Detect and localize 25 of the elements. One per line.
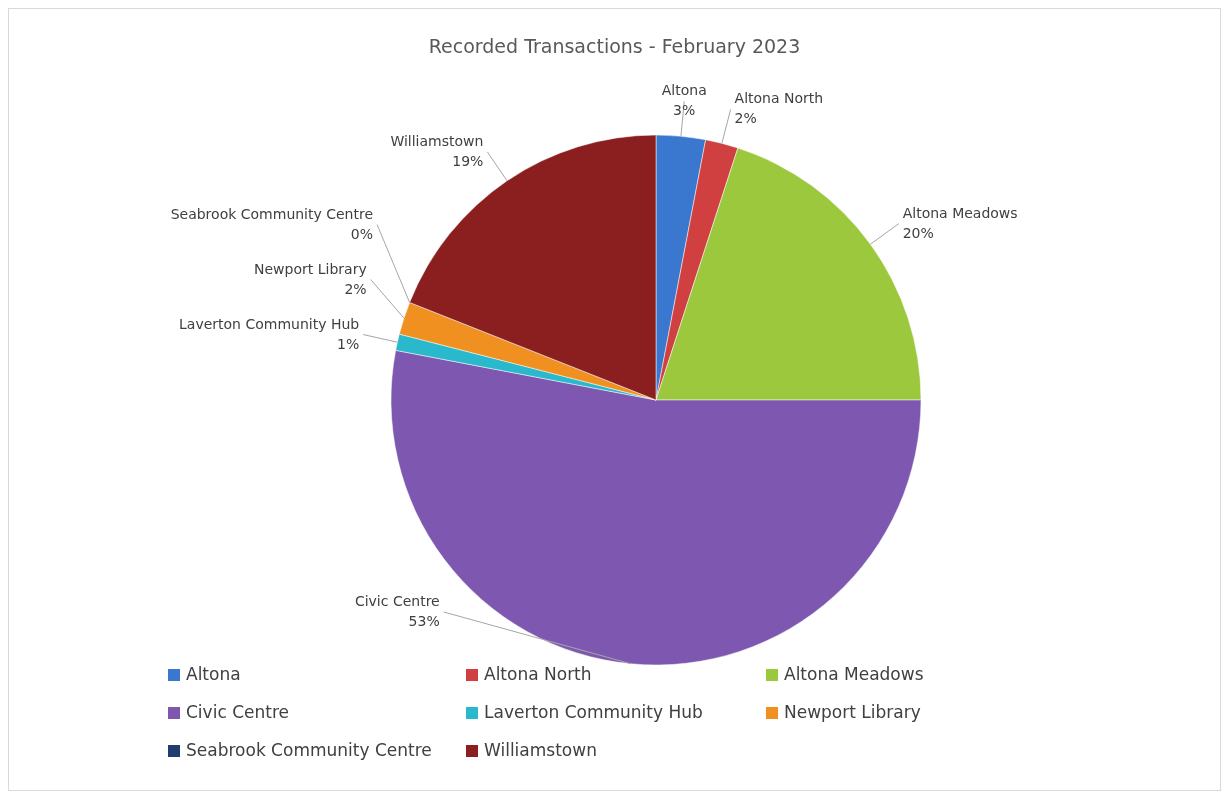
data-label: 19% — [452, 152, 484, 169]
chart-title: Recorded Transactions - February 2023 — [428, 35, 801, 57]
legend-label: Altona Meadows — [784, 664, 924, 684]
legend-label: Civic Centre — [186, 702, 289, 722]
legend-label: Laverton Community Hub — [484, 702, 703, 722]
legend-label: Seabrook Community Centre — [186, 740, 432, 760]
slice-label: Altona Meadows — [902, 204, 1018, 221]
data-label: 2% — [734, 110, 757, 127]
slice-label: Williamstown — [390, 132, 484, 149]
data-label: 20% — [902, 224, 934, 241]
slice-label: Altona North — [734, 90, 824, 107]
data-label: 53% — [408, 613, 440, 629]
legend-label: Altona North — [484, 664, 592, 684]
text: 0% — [350, 225, 374, 242]
data-label: 1% — [337, 335, 360, 352]
legend-label: Newport Library — [784, 702, 921, 722]
slice-label: Laverton Community Hub — [179, 315, 360, 332]
category-label: Seabrook Community Centre — [170, 205, 374, 222]
data-label: 2% — [344, 280, 367, 297]
slice-label: Altona — [661, 82, 707, 99]
legend-label: Williamstown — [484, 740, 597, 760]
legend-label: Altona — [186, 664, 241, 684]
data-label: 3% — [673, 102, 696, 119]
slice-label: Newport Library — [254, 260, 367, 277]
slice-label: Civic Centre — [354, 593, 440, 609]
